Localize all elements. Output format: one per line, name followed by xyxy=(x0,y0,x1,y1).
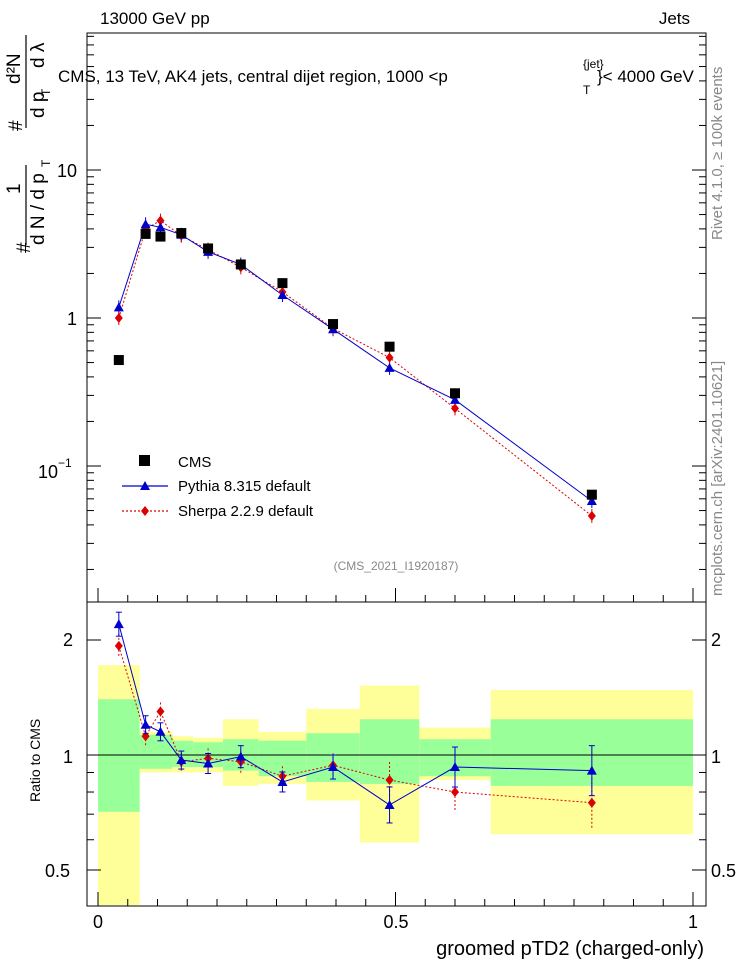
pythia-point xyxy=(384,362,395,372)
sherpa-point xyxy=(385,352,394,363)
ratio-sherpa-point xyxy=(385,775,394,786)
ratio-pythia-point xyxy=(586,765,597,775)
legend-sherpa-marker xyxy=(141,506,149,516)
ratio-pythia-point xyxy=(140,719,151,729)
legend: CMS Pythia 8.315 default Sherpa 2.2.9 de… xyxy=(122,454,314,520)
sherpa-line xyxy=(118,220,593,517)
ylabel-num2-b: d²N xyxy=(4,53,25,84)
ylabel-den2-sub: T xyxy=(39,88,53,96)
cms-point xyxy=(235,259,246,270)
plot-title-sup: {jet} xyxy=(583,57,604,71)
ylabel-den1-sub: T xyxy=(39,159,53,167)
ratio-frame xyxy=(86,601,707,907)
x-axis-label: groomed pTD2 (charged-only) xyxy=(436,938,704,960)
pythia-point xyxy=(140,219,151,229)
ylabel-den1: d N / d p xyxy=(28,173,49,245)
pythia-point xyxy=(155,222,166,232)
cms-point xyxy=(140,228,151,239)
sherpa-point xyxy=(587,510,596,521)
pythia-point xyxy=(586,496,597,506)
xtick-0: 0 xyxy=(93,912,103,932)
ratio-y-ticks xyxy=(87,639,706,871)
cms-point xyxy=(203,243,214,254)
ylabel-num2-a: # xyxy=(6,120,27,131)
ratio-ytick-05-right: 0.5 xyxy=(711,861,736,881)
ratio-pythia-point xyxy=(155,726,166,736)
cms-point xyxy=(176,228,187,239)
cms-point xyxy=(328,319,339,330)
ylabel-prefix: # xyxy=(14,242,35,253)
ratio-ylabel: Ratio to CMS xyxy=(27,719,43,802)
ratio-pythia-point xyxy=(328,762,339,772)
rivet-label: Rivet 4.1.0, ≥ 100k events xyxy=(709,67,726,240)
cms-point xyxy=(155,231,166,242)
ratio-pythia-point xyxy=(277,776,288,786)
band-inner xyxy=(359,719,420,784)
main-ylabel: # 1 d N / d p T # d²N d p T d λ xyxy=(4,35,53,253)
ylabel-den2-end: d λ xyxy=(28,42,49,68)
ratio-pythia-point xyxy=(450,762,460,772)
ratio-ytick-1: 1 xyxy=(63,747,73,767)
ytick-label-1: 1 xyxy=(67,309,77,329)
mcplots-label: mcplots.cern.ch [arXiv:2401.10621] xyxy=(709,361,726,596)
cms-point xyxy=(586,489,597,500)
pythia-point xyxy=(277,290,288,300)
analysis-watermark: (CMS_2021_I1920187) xyxy=(334,559,459,573)
ytick-label-01-base: 10 xyxy=(38,462,58,482)
ratio-sherpa-point xyxy=(451,787,459,798)
main-y-ticks xyxy=(87,35,706,570)
ratio-ytick-1-right: 1 xyxy=(711,747,721,767)
sherpa-point xyxy=(156,215,165,226)
ratio-series xyxy=(113,611,597,828)
ratio-ytick-05: 0.5 xyxy=(45,861,70,881)
main-series xyxy=(113,213,597,523)
cms-point xyxy=(450,388,460,399)
ratio-sherpa-point xyxy=(114,640,123,651)
legend-pythia-marker xyxy=(140,481,150,490)
legend-pythia: Pythia 8.315 default xyxy=(178,478,311,495)
ylabel-num1: 1 xyxy=(4,183,25,194)
header-left: 13000 GeV pp xyxy=(100,9,210,28)
plot-title-end: }< 4000 GeV xyxy=(597,67,695,86)
ratio-bands xyxy=(98,665,693,905)
ytick-label-10: 10 xyxy=(57,161,77,181)
ratio-pythia-point xyxy=(176,755,187,765)
header-right: Jets xyxy=(659,9,690,28)
ratio-pythia-point xyxy=(384,799,395,809)
plot-title: CMS, 13 TeV, AK4 jets, central dijet reg… xyxy=(58,67,448,86)
sherpa-point xyxy=(451,403,459,414)
ytick-label-01-exp: −1 xyxy=(58,456,72,470)
cms-point xyxy=(384,341,395,352)
legend-cms: CMS xyxy=(178,454,211,471)
legend-sherpa: Sherpa 2.2.9 default xyxy=(178,503,314,520)
cms-point xyxy=(113,355,124,366)
legend-cms-marker xyxy=(139,455,150,466)
cms-point xyxy=(277,278,288,289)
plot-title-sub: T xyxy=(583,83,591,97)
pythia-point xyxy=(450,394,460,404)
ratio-ytick-2-right: 2 xyxy=(711,630,721,650)
xtick-05: 0.5 xyxy=(383,912,408,932)
ratio-pythia-point xyxy=(235,751,246,761)
ylabel-den2: d p xyxy=(28,92,49,118)
ratio-ytick-2: 2 xyxy=(63,630,73,650)
ratio-pythia-point xyxy=(113,619,124,629)
ratio-sherpa-point xyxy=(156,706,165,717)
xtick-1: 1 xyxy=(688,912,698,932)
sherpa-point xyxy=(114,313,123,323)
ratio-sherpa-point xyxy=(587,797,596,808)
pythia-point xyxy=(113,302,124,312)
x-ticks xyxy=(97,588,694,906)
ratio-pythia-point xyxy=(203,758,214,768)
